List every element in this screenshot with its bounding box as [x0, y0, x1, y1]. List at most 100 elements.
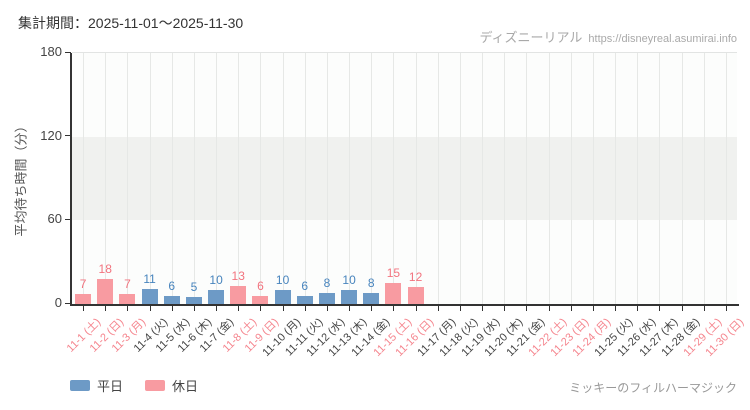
gridline	[105, 53, 107, 304]
x-tick-mark	[681, 306, 683, 311]
x-tick-mark	[326, 306, 328, 311]
legend-label: 休日	[172, 379, 199, 394]
day-column: 11-29 (土)	[681, 53, 724, 359]
gridline	[681, 53, 683, 304]
gridline	[570, 53, 572, 304]
bar-value: 7	[79, 277, 87, 292]
day-column: 7 11-3 (月)	[109, 53, 148, 355]
day-column: 11-22 (土)	[526, 53, 569, 359]
legend-swatch-holiday	[145, 380, 166, 391]
day-column: 11-28 (金)	[659, 53, 702, 359]
site-name: ディズニーリアル	[479, 30, 583, 45]
x-tick-mark	[149, 306, 151, 311]
x-tick-mark	[171, 306, 173, 311]
bar-value: 15	[386, 266, 401, 281]
x-tick-mark	[282, 306, 284, 311]
bar-value: 10	[275, 273, 290, 288]
x-tick-mark	[83, 306, 85, 311]
gridline	[216, 53, 218, 304]
bar-value: 5	[190, 280, 198, 295]
day-column: 11-21 (金)	[504, 53, 547, 359]
day-column: 6 11-11 (火)	[283, 53, 325, 358]
site-credit: ディズニーリアル https://disneyreal.asumirai.inf…	[479, 27, 737, 46]
bar	[296, 295, 313, 304]
period-label: 集計期間：2025-11-01～2025-11-30	[18, 15, 244, 31]
reference-band	[72, 136, 737, 221]
gridline	[171, 53, 173, 304]
day-column: 11-23 (日)	[548, 53, 591, 359]
x-tick-mark	[592, 306, 594, 311]
day-column: 8 11-14 (金)	[349, 53, 392, 359]
gridline	[437, 53, 439, 304]
day-column: 11-17 (月)	[415, 53, 458, 359]
bar	[119, 294, 136, 304]
bar	[185, 297, 202, 304]
day-column: 12 11-16 (日)	[393, 53, 436, 359]
day-column: 11-30 (日)	[704, 53, 747, 359]
gridline	[193, 53, 195, 304]
attraction-name: ミッキーのフィルハーマジック	[569, 381, 737, 395]
gridline	[592, 53, 594, 304]
day-column: 5 11-6 (木)	[176, 53, 215, 355]
gridline	[504, 53, 506, 304]
gridline	[459, 53, 461, 304]
bar-value: 7	[124, 277, 131, 292]
gridline	[637, 53, 639, 304]
gridline	[304, 53, 306, 304]
gridline	[659, 53, 661, 304]
site-url: https://disneyreal.asumirai.info	[588, 33, 737, 45]
x-tick-mark	[304, 306, 306, 311]
x-axis-line	[70, 304, 739, 306]
x-tick-mark	[371, 306, 373, 311]
bar	[318, 292, 335, 304]
gridline	[548, 53, 550, 304]
bar	[230, 285, 247, 304]
x-tick-mark	[349, 306, 351, 311]
x-tick-mark	[637, 306, 639, 311]
x-tick-mark	[548, 306, 550, 311]
bar-value: 10	[209, 273, 223, 288]
bar	[385, 283, 402, 304]
x-tick-mark	[482, 306, 484, 311]
legend-item: 休日	[145, 376, 198, 395]
gridline	[127, 53, 129, 304]
legend: 平日 休日	[70, 376, 198, 395]
y-tick-mark	[65, 51, 71, 53]
y-tick-mark	[65, 302, 71, 304]
day-column: 11-18 (火)	[438, 53, 481, 359]
gridline	[703, 53, 705, 304]
x-tick-mark	[216, 306, 218, 311]
gridline	[83, 53, 85, 304]
gridline	[149, 53, 151, 304]
bar-value: 12	[408, 270, 423, 285]
gridline	[282, 53, 284, 304]
day-column: 10 11-13 (木)	[327, 53, 370, 359]
y-axis-line	[70, 53, 72, 306]
x-tick-mark	[459, 306, 461, 311]
bar-value: 18	[98, 261, 112, 276]
bar	[341, 290, 358, 304]
bar-value: 8	[323, 275, 331, 290]
bar	[252, 295, 269, 304]
x-tick-mark	[659, 306, 661, 311]
x-tick-mark	[105, 306, 107, 311]
bar	[363, 292, 380, 304]
gridline	[725, 53, 727, 304]
y-tick-mark	[65, 218, 71, 220]
legend-label: 平日	[97, 379, 124, 394]
day-column: 11-26 (水)	[615, 53, 658, 359]
bar-value: 6	[301, 278, 309, 293]
x-tick-mark	[238, 306, 240, 311]
y-tick-mark	[65, 135, 71, 137]
legend-item: 平日	[70, 376, 123, 395]
day-column: 8 11-12 (水)	[305, 53, 348, 359]
day-column: 11-27 (木)	[637, 53, 680, 359]
bar	[208, 290, 225, 304]
x-tick-mark	[504, 306, 506, 311]
bar-value: 10	[342, 273, 356, 288]
x-tick-mark	[393, 306, 395, 311]
plot-area: 7 11-1 (土) 18 11-2 (日) 7 11-3 (月) 11 11-4 (火) 6 1…	[65, 52, 747, 359]
bar	[163, 295, 180, 304]
day-column: 6 11-9 (日)	[242, 53, 281, 355]
gridline	[371, 53, 373, 304]
